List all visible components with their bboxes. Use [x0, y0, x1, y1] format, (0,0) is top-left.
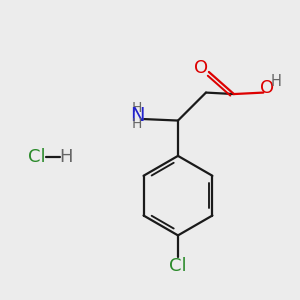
Text: H: H: [270, 74, 281, 89]
Text: Cl: Cl: [28, 148, 46, 166]
Text: H: H: [132, 101, 142, 115]
Text: O: O: [260, 79, 274, 97]
Text: O: O: [194, 58, 208, 76]
Text: H: H: [132, 117, 142, 131]
Text: H: H: [59, 148, 73, 166]
Text: Cl: Cl: [169, 257, 187, 275]
Text: N: N: [130, 106, 145, 125]
